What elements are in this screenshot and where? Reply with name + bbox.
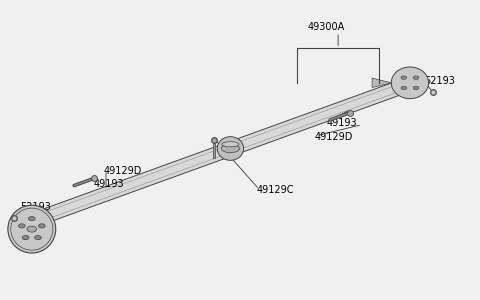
Circle shape bbox=[401, 86, 407, 90]
Text: 49193: 49193 bbox=[94, 179, 125, 189]
Circle shape bbox=[35, 236, 41, 240]
Ellipse shape bbox=[8, 205, 56, 253]
Ellipse shape bbox=[391, 67, 429, 99]
Ellipse shape bbox=[222, 142, 239, 147]
Text: 49193: 49193 bbox=[326, 118, 357, 128]
Text: 49129D: 49129D bbox=[314, 132, 352, 142]
Polygon shape bbox=[372, 78, 391, 88]
Circle shape bbox=[22, 236, 29, 240]
Text: 49300A: 49300A bbox=[308, 22, 345, 32]
Ellipse shape bbox=[217, 137, 243, 160]
Circle shape bbox=[28, 217, 35, 221]
Text: 49129C: 49129C bbox=[257, 185, 294, 195]
Circle shape bbox=[27, 226, 36, 232]
Text: 52193: 52193 bbox=[424, 76, 455, 86]
Circle shape bbox=[413, 76, 419, 80]
Circle shape bbox=[38, 224, 45, 228]
Ellipse shape bbox=[221, 144, 240, 153]
Circle shape bbox=[401, 76, 407, 80]
Circle shape bbox=[413, 86, 419, 90]
Circle shape bbox=[18, 224, 25, 228]
Text: 52193: 52193 bbox=[20, 202, 51, 212]
Text: 49129D: 49129D bbox=[104, 166, 142, 176]
Polygon shape bbox=[24, 76, 422, 227]
